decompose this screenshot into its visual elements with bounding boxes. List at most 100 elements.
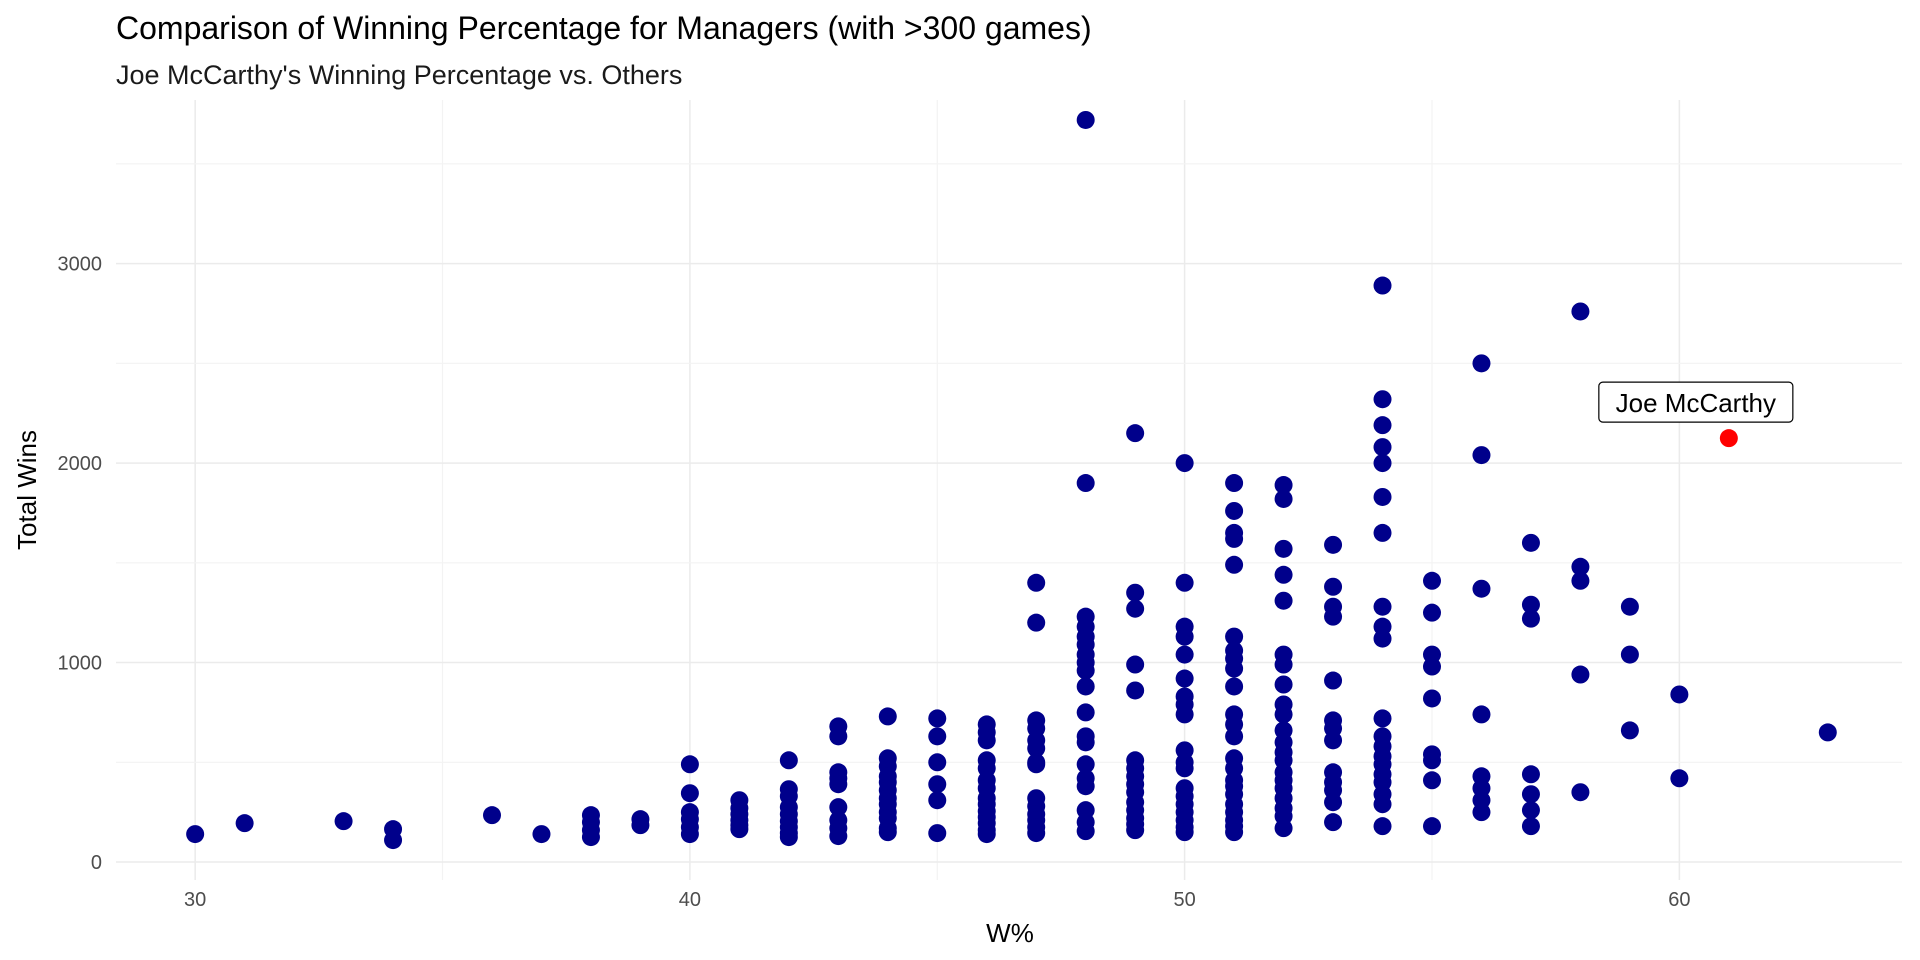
- data-point: [532, 825, 551, 844]
- data-point: [1373, 487, 1392, 506]
- data-point: [1373, 416, 1392, 435]
- data-point: [1274, 705, 1293, 724]
- y-tick-label: 3000: [58, 254, 103, 276]
- data-point: [1324, 813, 1343, 832]
- data-point: [1225, 555, 1244, 574]
- data-point: [1620, 597, 1639, 616]
- highlight-point: [1719, 429, 1738, 448]
- data-point: [1076, 661, 1095, 680]
- data-point: [928, 824, 947, 843]
- data-point: [1423, 771, 1441, 790]
- data-point: [1225, 677, 1244, 696]
- data-point: [384, 831, 403, 850]
- data-point: [1225, 727, 1244, 746]
- data-point: [977, 731, 996, 750]
- data-point: [1076, 703, 1095, 722]
- x-tick-label: 30: [184, 889, 206, 911]
- x-tick-label: 60: [1668, 889, 1690, 911]
- data-point: [1225, 474, 1244, 493]
- data-point: [1027, 755, 1046, 774]
- data-point: [1175, 645, 1194, 664]
- data-point: [1472, 354, 1491, 373]
- data-point: [1324, 671, 1343, 690]
- data-point: [1670, 769, 1689, 788]
- data-point: [1373, 795, 1392, 814]
- y-tick-labels: 0 1000 2000 3000: [58, 254, 103, 874]
- data-point: [1521, 609, 1540, 628]
- data-point: [1571, 783, 1590, 802]
- data-point: [1175, 573, 1194, 592]
- data-point: [1076, 677, 1095, 696]
- highlight-annotation: Joe McCarthy: [1598, 381, 1794, 448]
- data-point: [928, 753, 947, 772]
- data-point: [1324, 535, 1343, 554]
- data-point: [680, 825, 699, 844]
- data-point: [1225, 823, 1244, 842]
- data-point: [1571, 557, 1590, 576]
- data-point: [1521, 785, 1540, 804]
- data-point: [1274, 539, 1293, 558]
- data-point: [1175, 823, 1194, 842]
- data-point: [779, 751, 798, 770]
- data-point: [1373, 454, 1392, 473]
- data-point: [1373, 276, 1392, 295]
- data-point: [1274, 489, 1293, 508]
- data-point: [1373, 629, 1392, 648]
- data-point: [1175, 627, 1194, 646]
- grid-lines: [116, 100, 1902, 880]
- data-point: [1521, 765, 1540, 784]
- data-point: [1027, 573, 1046, 592]
- data-point: [928, 709, 947, 728]
- data-point: [186, 825, 205, 844]
- data-point: [730, 820, 749, 839]
- data-point: [1423, 657, 1441, 676]
- data-point: [1373, 709, 1392, 728]
- data-point: [1076, 822, 1095, 841]
- data-point: [829, 775, 848, 794]
- y-tick-label: 2000: [58, 453, 103, 475]
- data-point: [829, 727, 848, 746]
- data-point: [1274, 819, 1293, 838]
- data-point: [1423, 751, 1441, 770]
- data-point: [1175, 759, 1194, 778]
- data-point: [1225, 529, 1244, 548]
- data-point: [680, 784, 699, 803]
- data-point: [1571, 302, 1590, 321]
- data-point: [1521, 533, 1540, 552]
- data-point: [1027, 824, 1046, 843]
- data-point: [235, 814, 254, 833]
- data-point: [1126, 821, 1145, 840]
- data-point: [1373, 390, 1392, 409]
- label-box: [1598, 381, 1794, 423]
- data-point: [1521, 595, 1540, 614]
- data-point: [1175, 454, 1194, 473]
- data-point: [1126, 655, 1145, 674]
- x-tick-labels: 30 40 50 60: [184, 889, 1690, 911]
- data-point: [878, 823, 897, 842]
- data-point: [829, 827, 848, 846]
- data-point: [928, 791, 947, 810]
- data-point: [1076, 777, 1095, 796]
- x-axis-label: W%: [986, 918, 1034, 948]
- data-point: [1373, 597, 1392, 616]
- data-point: [680, 755, 699, 774]
- data-point: [1274, 476, 1293, 495]
- data-point: [1126, 424, 1145, 443]
- data-point: [1423, 817, 1441, 836]
- data-point: [1027, 613, 1046, 632]
- data-point: [1324, 607, 1343, 626]
- data-point: [631, 816, 650, 835]
- data-point: [1324, 577, 1343, 596]
- data-point: [1423, 603, 1441, 622]
- y-axis-label: Total Wins: [12, 430, 42, 550]
- data-point: [928, 727, 947, 746]
- data-point: [1670, 685, 1689, 704]
- y-tick-label: 0: [91, 852, 102, 874]
- data-point: [829, 798, 848, 817]
- data-point: [334, 812, 353, 831]
- data-point: [878, 707, 897, 726]
- data-point: [977, 825, 996, 844]
- data-point: [1571, 665, 1590, 684]
- data-point: [1472, 803, 1491, 822]
- highlight-label: Joe McCarthy: [1616, 388, 1776, 418]
